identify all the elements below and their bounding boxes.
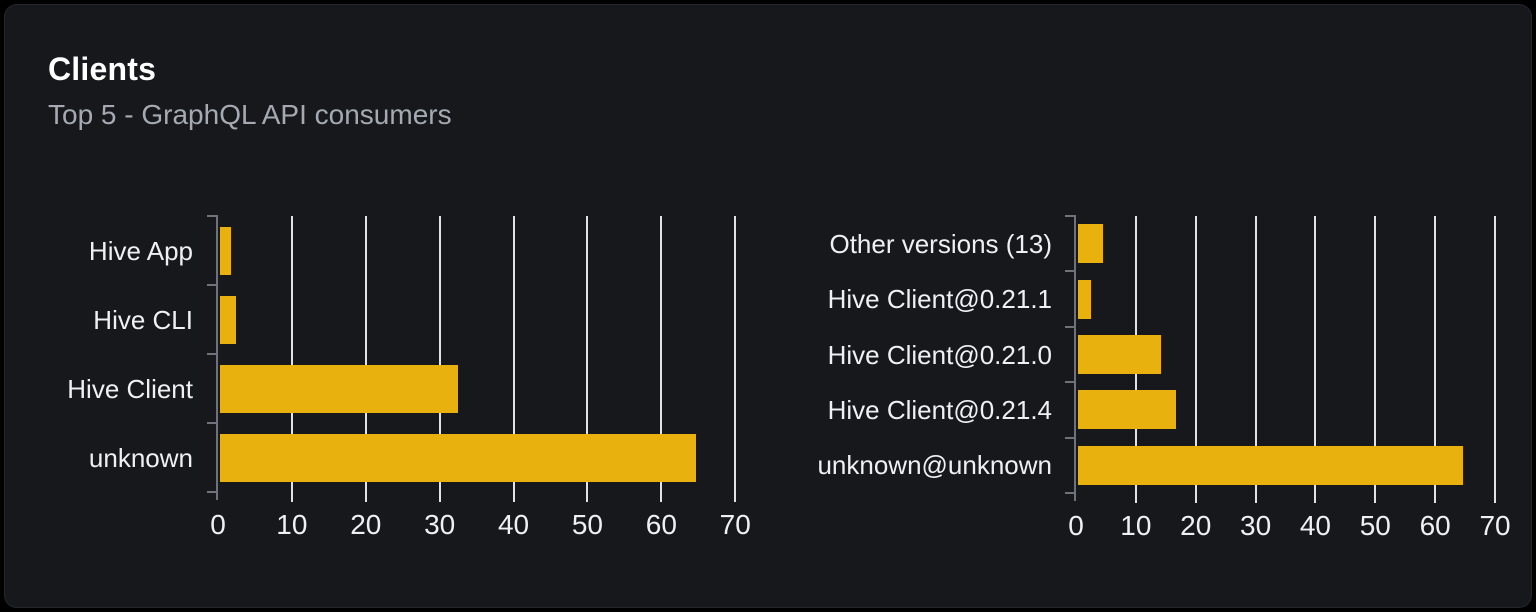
x-gridline xyxy=(734,216,737,502)
x-tick-label: 10 xyxy=(1120,510,1152,541)
bar-hive-client-0-21-1 xyxy=(1078,279,1091,319)
x-tick-label: 50 xyxy=(1359,510,1391,541)
category-label: Hive Client@0.21.1 xyxy=(827,284,1052,315)
x-gridline xyxy=(290,216,293,502)
category-label: Hive Client xyxy=(67,373,193,404)
x-gridline xyxy=(438,216,441,502)
x-tick-label: 0 xyxy=(1068,510,1084,541)
bar-unknown-unknown xyxy=(1078,445,1463,485)
x-tick-label: 60 xyxy=(1419,510,1451,541)
y-axis-line xyxy=(216,216,218,500)
category-label: unknown@unknown xyxy=(817,450,1052,481)
bar-hive-client-0-21-4 xyxy=(1078,390,1177,430)
panel-title: Clients xyxy=(48,51,157,87)
x-gridline xyxy=(1254,216,1257,503)
category-label: Other versions (13) xyxy=(829,228,1052,259)
category-label: Hive Client@0.21.4 xyxy=(827,394,1052,425)
category-label: Hive App xyxy=(88,235,193,266)
x-tick-label: 20 xyxy=(350,509,382,540)
clients-panel: Clients Top 5 - GraphQL API consumers 0 1… xyxy=(4,4,1532,608)
y-axis-tick xyxy=(207,215,218,217)
clients-by-version-chart: 0 10 20 30 40 50 60 70 Other versions (13) Hive C… xyxy=(5,5,1531,607)
x-tick-label: 60 xyxy=(645,509,677,540)
x-gridline xyxy=(1494,216,1497,503)
category-label: Hive CLI xyxy=(93,304,193,335)
x-tick-label: 40 xyxy=(1299,510,1332,541)
x-gridline xyxy=(1374,216,1377,503)
bar-hive-app xyxy=(220,226,232,275)
y-axis-tick xyxy=(1065,325,1076,328)
x-tick-label: 30 xyxy=(424,509,456,540)
x-tick-label: 40 xyxy=(497,509,530,540)
y-axis-tick xyxy=(207,353,218,355)
x-tick-label: 0 xyxy=(210,509,226,540)
x-tick-label: 20 xyxy=(1180,510,1212,541)
y-axis-tick xyxy=(207,491,218,493)
bar-hive-client xyxy=(220,364,458,413)
y-axis-line xyxy=(1074,216,1076,501)
x-tick-label: 70 xyxy=(719,509,751,540)
x-gridline xyxy=(660,216,663,502)
x-tick-label: 70 xyxy=(1479,510,1511,541)
bar-hive-cli xyxy=(220,295,237,344)
y-axis-tick xyxy=(1065,381,1076,384)
panel-subtitle: Top 5 - GraphQL API consumers xyxy=(48,99,452,130)
y-axis-tick xyxy=(1065,436,1076,439)
x-tick-label: 50 xyxy=(571,509,604,540)
x-tick-label: 30 xyxy=(1240,510,1272,541)
x-tick-label: 10 xyxy=(276,509,308,540)
x-gridline xyxy=(512,216,515,502)
clients-by-name-chart: 0 10 20 30 40 50 60 70 Hive App Hive CLI Hive Clie… xyxy=(5,5,1531,607)
y-axis-tick xyxy=(207,422,218,424)
bar-unknown xyxy=(220,433,696,482)
y-axis-tick xyxy=(1065,270,1076,273)
x-gridline xyxy=(586,216,589,502)
x-gridline xyxy=(364,216,367,502)
x-gridline xyxy=(1434,216,1437,503)
y-axis-tick xyxy=(1065,215,1076,217)
x-gridline xyxy=(1314,216,1317,503)
y-axis-tick xyxy=(207,284,218,286)
bar-hive-client-0-21-0 xyxy=(1078,335,1162,374)
x-gridline xyxy=(1194,216,1197,503)
bar-other-versions-13- xyxy=(1078,224,1104,264)
category-label: unknown xyxy=(88,442,193,473)
y-axis-tick xyxy=(1065,492,1076,494)
category-label: Hive Client@0.21.0 xyxy=(827,339,1052,370)
